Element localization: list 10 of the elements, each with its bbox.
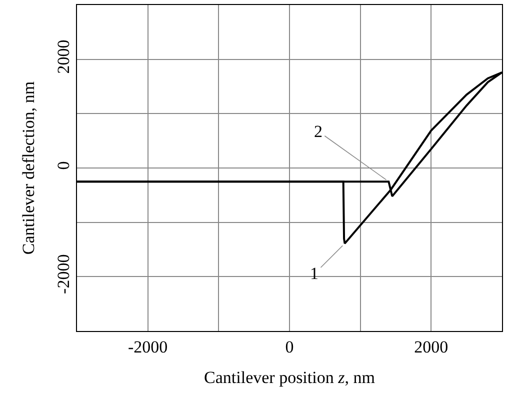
x-tick-label: 2000 [414, 337, 448, 356]
x-tick-label: -2000 [128, 337, 168, 356]
series-label: 1 [310, 264, 318, 283]
y-axis-title: Cantilever deflection, nm [18, 81, 38, 255]
text: 2 [314, 122, 322, 141]
y-tick-label: 0 [54, 161, 74, 170]
y-tick-label: 2000 [54, 40, 74, 74]
x-tick-label: 0 [285, 337, 294, 356]
y-tick-label: -2000 [54, 254, 74, 294]
x-axis-title: Cantilever position z, nm [204, 368, 375, 387]
